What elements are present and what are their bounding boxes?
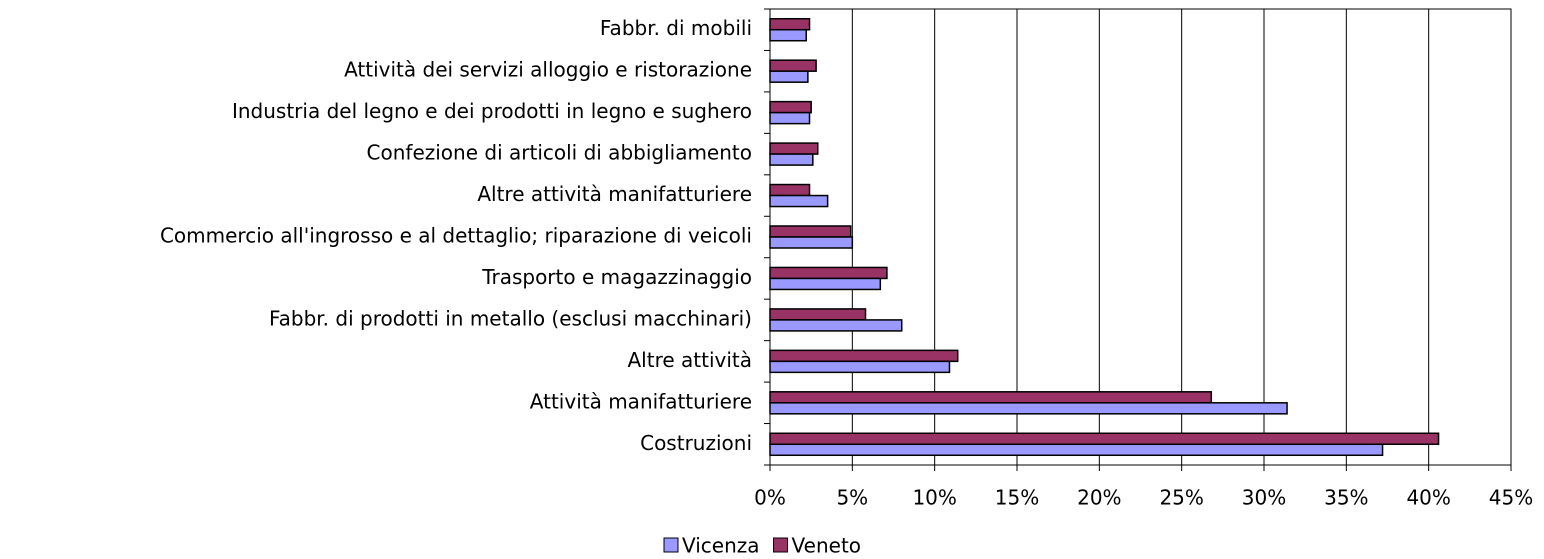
y-tick-label: Fabbr. di mobili [600, 16, 752, 40]
bar [769, 17, 811, 31]
bar [769, 360, 951, 374]
y-tick-label: Altre attività [627, 348, 752, 372]
x-tick-label: 0% [754, 486, 786, 510]
y-tick-label: Attività manifatturiere [530, 389, 752, 413]
y-tick-label: Fabbr. di prodotti in metallo (esclusi m… [269, 306, 752, 330]
x-tick-label: 20% [1077, 486, 1121, 510]
legend-swatch [663, 537, 679, 553]
x-tick-label: 30% [1242, 486, 1286, 510]
legend-label: Vicenza [682, 534, 760, 558]
x-tick-label: 25% [1159, 486, 1203, 510]
y-tick-label: Altre attività manifatturiere [477, 182, 752, 206]
legend-label: Veneto [792, 534, 862, 558]
x-tick-label: 35% [1324, 486, 1368, 510]
y-tick-label: Trasporto e magazzinaggio [481, 265, 752, 289]
bar [769, 100, 812, 114]
bar [769, 402, 1288, 415]
x-tick-label: 40% [1406, 486, 1450, 510]
y-tick-label: Confezione di articoli di abbigliamento [367, 141, 752, 165]
y-tick-label: Commercio all'ingrosso e al dettaglio; r… [160, 224, 752, 248]
y-tick-label: Attività dei servizi alloggio e ristoraz… [344, 58, 752, 82]
bar [769, 432, 1440, 446]
x-tick-label: 45% [1489, 486, 1533, 510]
x-tick-label: 5% [836, 486, 868, 510]
x-tick-label: 15% [995, 486, 1039, 510]
bar [769, 111, 811, 125]
bar [769, 153, 814, 166]
y-tick-label: Industria del legno e dei prodotti in le… [232, 99, 752, 123]
bar [769, 349, 959, 363]
bar [769, 236, 854, 249]
y-tick-label: Costruzioni [640, 431, 752, 455]
bar [769, 194, 829, 208]
bar [769, 183, 811, 197]
plot-area [769, 8, 1512, 466]
bar [769, 443, 1384, 457]
bar [769, 225, 852, 238]
bar [769, 308, 867, 321]
x-tick-label: 10% [912, 486, 956, 510]
bar [769, 277, 882, 291]
bar [769, 142, 819, 155]
bar [769, 70, 809, 83]
bar [769, 266, 888, 280]
bar [769, 319, 903, 332]
bar [769, 59, 817, 72]
legend-swatch [773, 537, 789, 553]
bar [769, 28, 807, 42]
bar [769, 391, 1213, 404]
